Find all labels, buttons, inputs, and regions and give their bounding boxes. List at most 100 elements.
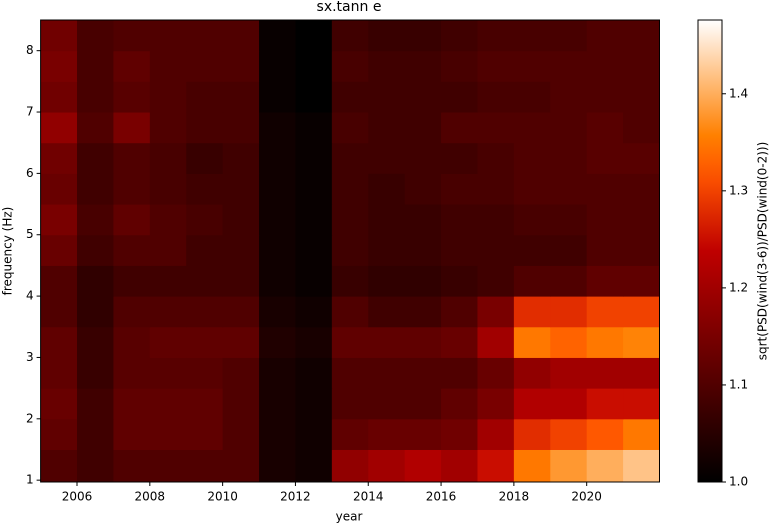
heat-cell: [331, 173, 369, 205]
heat-cell: [368, 142, 406, 174]
heat-cell: [295, 50, 333, 82]
heat-cell: [295, 388, 333, 420]
heat-cell: [331, 234, 369, 266]
heat-cell: [404, 265, 442, 297]
colorbar-tick-label: 1.3: [729, 183, 748, 197]
heat-cell: [186, 173, 224, 205]
heat-cell: [404, 418, 442, 450]
heat-cell: [113, 418, 151, 450]
heat-cell: [77, 357, 114, 389]
heat-cell: [149, 112, 187, 144]
heat-cell: [77, 234, 114, 266]
heat-cell: [113, 326, 151, 358]
heat-cell: [259, 265, 296, 297]
heat-cell: [623, 204, 660, 236]
heat-cell: [186, 50, 224, 82]
heat-cell: [149, 204, 187, 236]
heat-cell: [623, 296, 660, 328]
heat-cell: [186, 265, 224, 297]
heat-cell: [295, 418, 333, 450]
heat-cell: [77, 296, 114, 328]
heat-cell: [623, 449, 660, 483]
heat-cell: [550, 142, 588, 174]
heat-cell: [77, 204, 114, 236]
heat-cell: [295, 204, 333, 236]
heat-cell: [331, 326, 369, 358]
heat-cell: [259, 296, 296, 328]
heat-cell: [513, 81, 551, 113]
heat-cell: [113, 234, 151, 266]
colorbar-tick-label: 1.0: [729, 475, 748, 489]
heat-cell: [259, 326, 296, 358]
y-tick-label: 7: [26, 105, 34, 119]
heat-cell: [513, 204, 551, 236]
heat-cell: [77, 326, 114, 358]
heat-cell: [149, 142, 187, 174]
heat-cell: [259, 357, 296, 389]
heat-cell: [295, 265, 333, 297]
heat-cell: [186, 142, 224, 174]
heat-cell: [586, 449, 624, 483]
heat-cell: [186, 204, 224, 236]
heat-cell: [477, 20, 515, 52]
heat-cell: [222, 173, 260, 205]
heat-cell: [331, 357, 369, 389]
heat-cell: [77, 112, 114, 144]
heat-cell: [513, 142, 551, 174]
heat-cell: [477, 81, 515, 113]
colorbar-label: sqrt(PSD(wind(3-6))/PSD(wind(0-2))): [756, 142, 770, 361]
heat-cell: [186, 234, 224, 266]
heat-cell: [404, 20, 442, 52]
heat-cell: [40, 326, 78, 358]
heat-cell: [586, 326, 624, 358]
heat-cell: [368, 204, 406, 236]
heat-cell: [550, 388, 588, 420]
heat-cell: [331, 265, 369, 297]
heat-cell: [40, 296, 78, 328]
heat-cell: [586, 357, 624, 389]
heat-cell: [368, 296, 406, 328]
heat-cell: [513, 418, 551, 450]
heat-cell: [368, 50, 406, 82]
heat-cell: [77, 20, 114, 52]
heat-cell: [586, 142, 624, 174]
heat-cell: [40, 20, 78, 52]
x-tick-label: 2006: [62, 490, 93, 504]
heat-cell: [40, 388, 78, 420]
heat-cell: [404, 388, 442, 420]
heat-cell: [259, 388, 296, 420]
heat-cell: [113, 50, 151, 82]
y-tick-label: 5: [26, 227, 34, 241]
heat-cell: [40, 357, 78, 389]
heat-cell: [113, 388, 151, 420]
heat-cell: [368, 326, 406, 358]
heat-cell: [477, 50, 515, 82]
heat-cell: [368, 234, 406, 266]
heat-cell: [40, 173, 78, 205]
x-tick-label: 2014: [353, 490, 384, 504]
heat-cell: [477, 204, 515, 236]
heat-cell: [295, 326, 333, 358]
heat-cell: [259, 20, 296, 52]
heat-cell: [404, 296, 442, 328]
y-tick-label: 1: [26, 473, 34, 487]
heat-cell: [331, 449, 369, 483]
colorbar-tick-label: 1.2: [729, 280, 748, 294]
heat-cell: [331, 204, 369, 236]
heat-cell: [404, 173, 442, 205]
heat-cell: [295, 234, 333, 266]
heat-cell: [149, 81, 187, 113]
heat-cell: [77, 173, 114, 205]
heat-cell: [222, 357, 260, 389]
heat-cell: [331, 50, 369, 82]
heat-cell: [441, 265, 478, 297]
heat-cell: [477, 234, 515, 266]
heat-cell: [186, 418, 224, 450]
heat-cell: [259, 112, 296, 144]
heat-cell: [477, 142, 515, 174]
plot-frame: [40, 19, 661, 483]
heat-cell: [623, 50, 660, 82]
heat-cell: [550, 112, 588, 144]
heat-cell: [477, 173, 515, 205]
heat-cell: [550, 204, 588, 236]
